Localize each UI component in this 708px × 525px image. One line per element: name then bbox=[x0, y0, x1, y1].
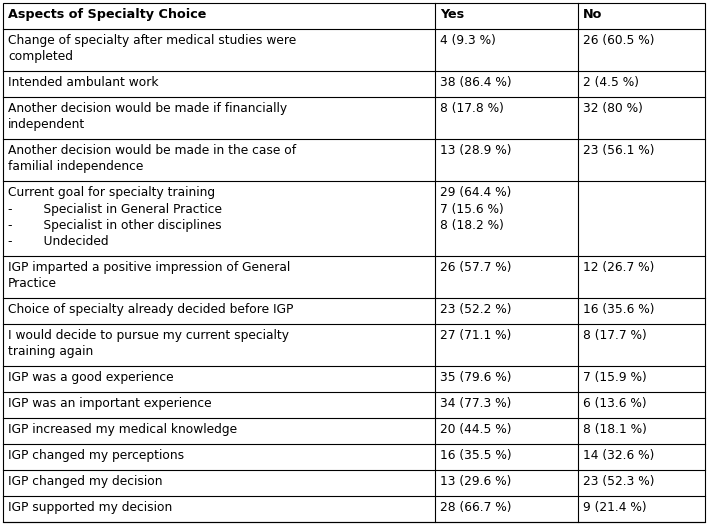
Text: Yes: Yes bbox=[440, 8, 464, 21]
Text: 23 (52.2 %): 23 (52.2 %) bbox=[440, 303, 511, 316]
Text: IGP was a good experience: IGP was a good experience bbox=[8, 371, 173, 384]
Text: Aspects of Specialty Choice: Aspects of Specialty Choice bbox=[8, 8, 206, 21]
Text: completed: completed bbox=[8, 50, 73, 63]
Text: 27 (71.1 %): 27 (71.1 %) bbox=[440, 329, 511, 342]
Text: 20 (44.5 %): 20 (44.5 %) bbox=[440, 423, 511, 436]
Text: 8 (17.8 %): 8 (17.8 %) bbox=[440, 102, 503, 115]
Text: 38 (86.4 %): 38 (86.4 %) bbox=[440, 76, 511, 89]
Text: 7 (15.6 %): 7 (15.6 %) bbox=[440, 203, 503, 216]
Text: 16 (35.6 %): 16 (35.6 %) bbox=[583, 303, 654, 316]
Text: 26 (60.5 %): 26 (60.5 %) bbox=[583, 34, 654, 47]
Text: 29 (64.4 %): 29 (64.4 %) bbox=[440, 186, 511, 200]
Text: -        Specialist in other disciplines: - Specialist in other disciplines bbox=[8, 219, 222, 232]
Text: Choice of specialty already decided before IGP: Choice of specialty already decided befo… bbox=[8, 303, 293, 316]
Text: IGP increased my medical knowledge: IGP increased my medical knowledge bbox=[8, 423, 237, 436]
Text: -        Specialist in General Practice: - Specialist in General Practice bbox=[8, 203, 222, 216]
Text: Current goal for specialty training: Current goal for specialty training bbox=[8, 186, 215, 200]
Text: 8 (17.7 %): 8 (17.7 %) bbox=[583, 329, 646, 342]
Text: No: No bbox=[583, 8, 603, 21]
Text: 35 (79.6 %): 35 (79.6 %) bbox=[440, 371, 511, 384]
Text: 8 (18.2 %): 8 (18.2 %) bbox=[440, 219, 503, 232]
Text: training again: training again bbox=[8, 345, 93, 359]
Text: 28 (66.7 %): 28 (66.7 %) bbox=[440, 501, 511, 514]
Text: Another decision would be made if financially: Another decision would be made if financ… bbox=[8, 102, 287, 115]
Text: Practice: Practice bbox=[8, 277, 57, 290]
Text: 14 (32.6 %): 14 (32.6 %) bbox=[583, 449, 654, 462]
Text: 2 (4.5 %): 2 (4.5 %) bbox=[583, 76, 639, 89]
Text: 4 (9.3 %): 4 (9.3 %) bbox=[440, 34, 496, 47]
Text: 23 (52.3 %): 23 (52.3 %) bbox=[583, 475, 654, 488]
Text: 26 (57.7 %): 26 (57.7 %) bbox=[440, 261, 511, 274]
Text: IGP imparted a positive impression of General: IGP imparted a positive impression of Ge… bbox=[8, 261, 290, 274]
Text: I would decide to pursue my current specialty: I would decide to pursue my current spec… bbox=[8, 329, 289, 342]
Text: 8 (18.1 %): 8 (18.1 %) bbox=[583, 423, 647, 436]
Text: Intended ambulant work: Intended ambulant work bbox=[8, 76, 159, 89]
Text: 34 (77.3 %): 34 (77.3 %) bbox=[440, 397, 511, 410]
Text: 13 (28.9 %): 13 (28.9 %) bbox=[440, 144, 511, 157]
Text: independent: independent bbox=[8, 118, 85, 131]
Text: 16 (35.5 %): 16 (35.5 %) bbox=[440, 449, 511, 462]
Text: IGP supported my decision: IGP supported my decision bbox=[8, 501, 172, 514]
Text: Another decision would be made in the case of: Another decision would be made in the ca… bbox=[8, 144, 296, 157]
Text: familial independence: familial independence bbox=[8, 160, 144, 173]
Text: -        Undecided: - Undecided bbox=[8, 235, 108, 248]
Text: 7 (15.9 %): 7 (15.9 %) bbox=[583, 371, 646, 384]
Text: 12 (26.7 %): 12 (26.7 %) bbox=[583, 261, 654, 274]
Text: 9 (21.4 %): 9 (21.4 %) bbox=[583, 501, 646, 514]
Text: IGP changed my decision: IGP changed my decision bbox=[8, 475, 163, 488]
Text: 6 (13.6 %): 6 (13.6 %) bbox=[583, 397, 646, 410]
Text: 23 (56.1 %): 23 (56.1 %) bbox=[583, 144, 654, 157]
Text: IGP changed my perceptions: IGP changed my perceptions bbox=[8, 449, 184, 462]
Text: IGP was an important experience: IGP was an important experience bbox=[8, 397, 212, 410]
Text: 13 (29.6 %): 13 (29.6 %) bbox=[440, 475, 511, 488]
Text: 32 (80 %): 32 (80 %) bbox=[583, 102, 643, 115]
Text: Change of specialty after medical studies were: Change of specialty after medical studie… bbox=[8, 34, 296, 47]
